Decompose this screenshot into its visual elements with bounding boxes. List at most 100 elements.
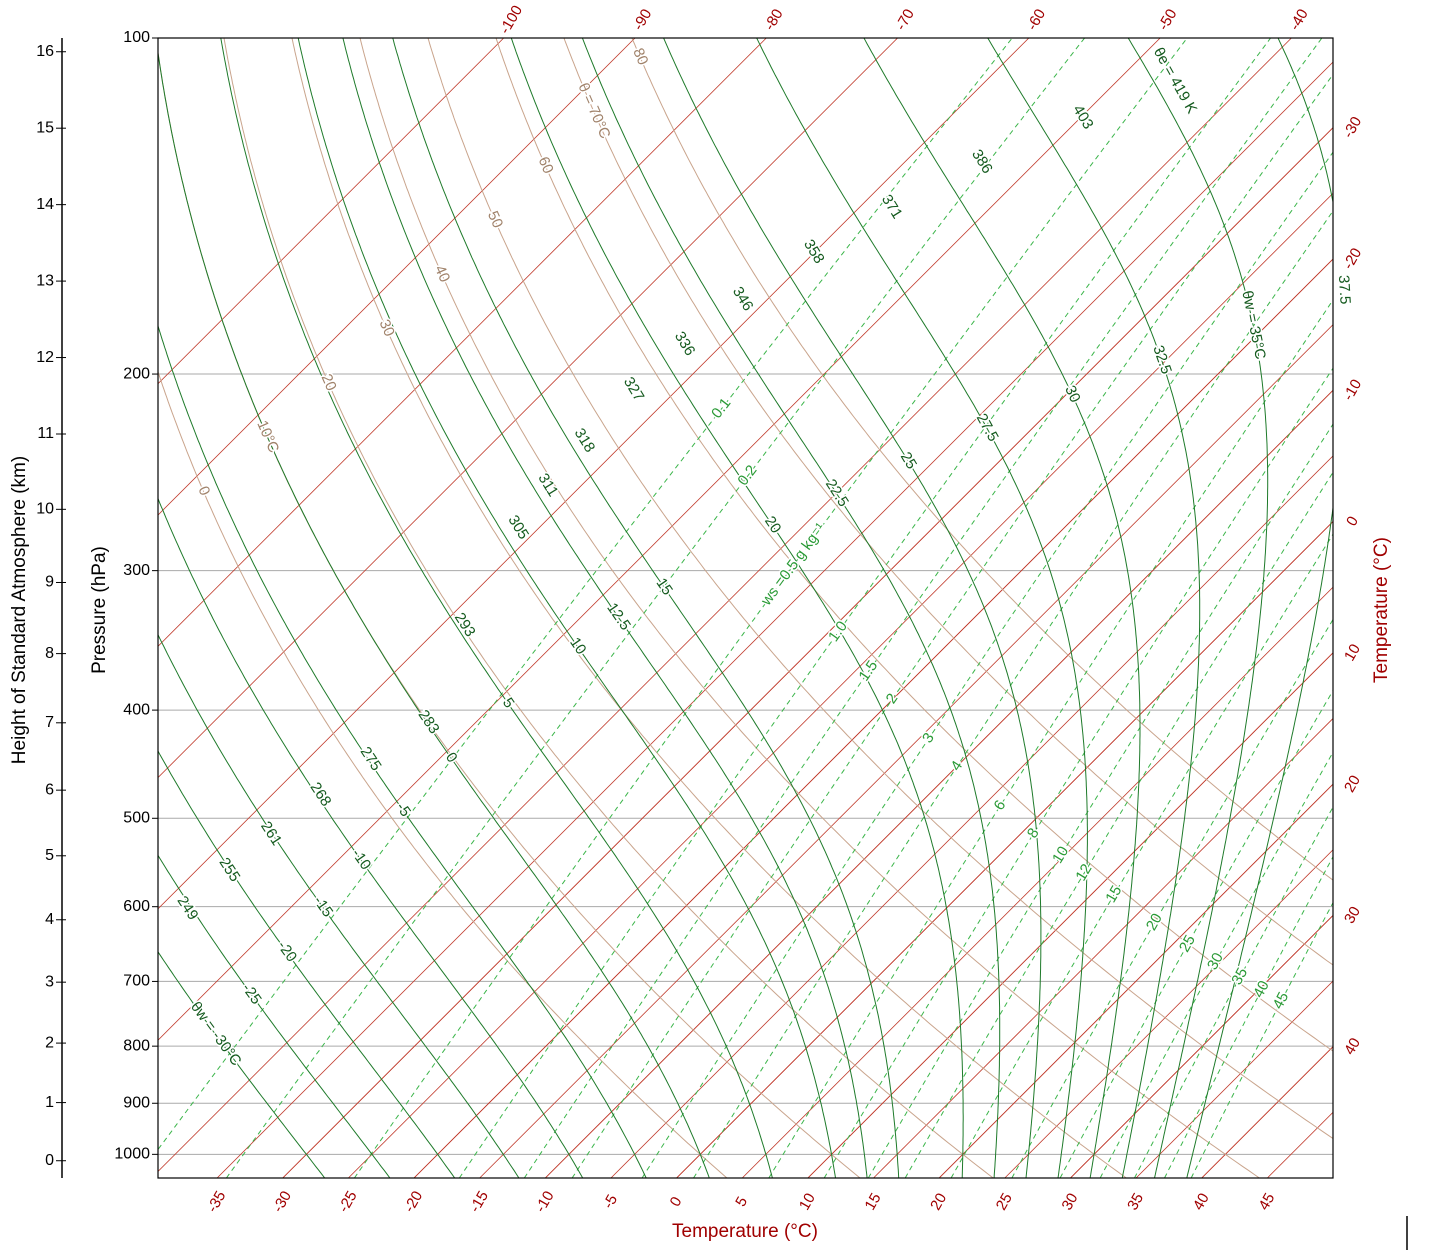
height-tick-label: 12 [36,349,54,366]
isotherm [1135,980,1333,1178]
mixing-ratio-label: 3 [919,730,938,746]
theta-w-label: 10 [566,634,589,657]
pressure-tick-label: 500 [123,810,150,827]
theta-e-label: 386 [968,146,996,176]
theta-e-label: θe = 419 K [1150,45,1201,117]
isotherm [216,61,1333,1178]
isotherm [676,521,1333,1178]
mixing-ratio-line [693,210,1333,1178]
dry-adiabat [495,38,1333,1052]
moist-adiabat [158,49,710,1178]
dry-adiabat-label: 50 [484,208,506,230]
x-tick-label: 30 [1058,1190,1081,1213]
mixing-ratio-line [225,38,1086,1178]
pressure-tick-label: 600 [123,898,150,915]
height-tick-label: 11 [37,425,54,442]
height-tick-label: 10 [36,501,54,518]
mixing-ratio-label: 20 [1143,911,1166,934]
isotherm [676,521,1333,1178]
mixing-ratio-label: 30 [1204,950,1227,973]
mixing-ratio-line [823,367,1333,1178]
theta-w-label: 37.5 [1335,275,1354,305]
moist-adiabat [158,750,456,1178]
plot-frame [157,37,1334,1179]
theta-e-label: 346 [729,284,757,314]
theta-e-label: 268 [307,779,335,809]
height-tick-label: 3 [45,973,54,990]
dry-adiabat-label: θ = 70°C [575,80,614,141]
theta-e-label: 336 [671,329,699,359]
theta-w-label: 27.5 [973,411,1002,445]
isotherm [1201,1046,1333,1178]
dry-adiabat-label: 30 [376,317,398,339]
moist-adiabat [342,38,868,1178]
right-tick-label: 40 [1341,1035,1364,1058]
dry-adiabat-label: 60 [535,154,557,176]
isotherm [348,192,1333,1178]
theta-w-label: 32.5 [1149,343,1175,376]
height-tick-label: 6 [45,781,54,798]
pressure-tick-label: 100 [123,29,150,46]
theta-e-label: 293 [451,610,479,640]
theta-e-label: 249 [174,893,202,923]
height-tick-label: 13 [36,272,54,289]
x-tick-label: -10 [532,1188,558,1215]
theta-w-label: θw = 35°C [1238,289,1269,361]
right-tick-label: -20 [1340,245,1366,272]
mixing-ratio-line [768,299,1333,1178]
x-tick-label: 10 [796,1190,819,1213]
x-tick-label: 15 [862,1190,885,1213]
x-tick-label: -35 [204,1188,230,1215]
isotherm [938,783,1333,1178]
pressure-tick-label: 200 [123,365,150,382]
x-tick-label: -25 [335,1188,361,1215]
theta-e-label: 371 [878,192,906,222]
theta-e-label: 261 [257,818,285,848]
x-tick-label: 5 [732,1194,751,1210]
x-tick-label: -15 [466,1188,492,1215]
pressure-tick-label: 700 [123,973,150,990]
isotherm [938,783,1333,1178]
dry-adiabat [563,38,1333,966]
pressure-tick-label: 900 [123,1094,150,1111]
top-tick-label: -50 [1155,6,1181,33]
isotherm [158,38,767,647]
isotherm [1267,1111,1333,1178]
isotherm [545,389,1333,1178]
moist-adiabat [987,38,1201,1178]
dry-adiabat [631,38,1333,881]
top-tick-label: -80 [761,6,787,33]
x-tick-label: -30 [269,1188,295,1215]
mixing-ratio-label: 0.1 [708,395,734,422]
plot-area [158,38,1333,1178]
right-tick-label: 0 [1343,513,1362,529]
theta-w-label: θw = -30°C [187,999,245,1070]
mixing-ratio-label: 8 [1024,825,1043,841]
mixing-ratio-label: 6 [991,797,1010,813]
mixing-ratio-line [523,38,1323,1178]
moist-adiabat [297,38,836,1178]
moist-adiabat [863,38,1141,1178]
isotherm [158,38,1161,1041]
height-tick-label: 8 [45,645,54,662]
pressure-tick-label: 300 [123,562,150,579]
pressure-tick-label: 400 [123,701,150,718]
theta-w-label: 5 [499,695,518,712]
theta-w-label: 30 [1061,383,1083,405]
theta-w-label: -10 [348,846,374,874]
isotherm [741,586,1333,1178]
mixing-ratio-line [1164,855,1333,1178]
x-tick-label: 25 [993,1190,1016,1213]
mixing-ratio-label: 0.2 [734,462,760,489]
height-axis-title: Height of Standard Atmosphere (km) [9,456,30,764]
x-tick-label: -20 [401,1188,427,1215]
theta-w-label: -25 [238,980,264,1008]
isotherm [158,38,898,779]
moist-adiabat [510,38,964,1178]
x-tick-label: -5 [600,1192,621,1212]
x-tick-label: 0 [667,1194,686,1210]
right-tick-label: 30 [1341,904,1364,927]
mixing-ratio-label: 1.5 [855,657,881,684]
dry-adiabat-label: 40 [431,263,453,285]
